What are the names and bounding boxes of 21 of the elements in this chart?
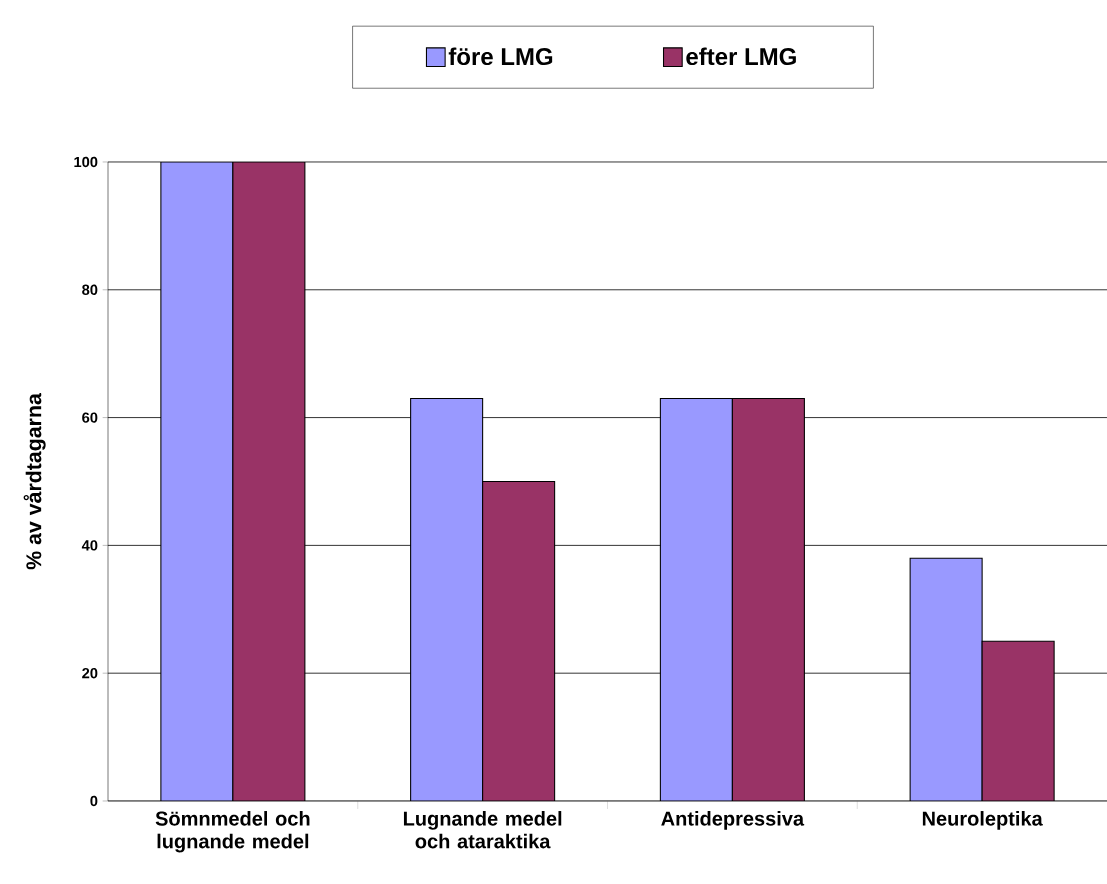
y-tick-label: 80 — [82, 284, 98, 295]
bar — [160, 161, 234, 801]
y-tick-label: 100 — [74, 156, 98, 168]
bar — [410, 397, 484, 801]
x-tick-label: Antidepressiva — [661, 811, 805, 830]
y-tick-label: 60 — [82, 412, 98, 423]
x-tick-label: Neuroleptika — [922, 811, 1043, 830]
bar — [909, 557, 983, 801]
bar — [659, 397, 733, 801]
y-tick-label: 40 — [81, 540, 98, 551]
y-tick-label: 20 — [82, 668, 98, 679]
bar — [482, 480, 556, 801]
bar — [981, 640, 1055, 801]
x-tick-label: Sömnmedel och lugnande medel — [155, 811, 310, 853]
bar — [232, 161, 306, 801]
y-axis-title: % av vårdtagarna — [23, 393, 46, 570]
x-tick-label: Lugnande medel och ataraktika — [403, 811, 562, 849]
legend-label: efter LMG — [686, 47, 796, 66]
y-tick-label: 0 — [90, 795, 98, 807]
bar — [731, 397, 805, 801]
legend-label: före LMG — [448, 47, 553, 66]
